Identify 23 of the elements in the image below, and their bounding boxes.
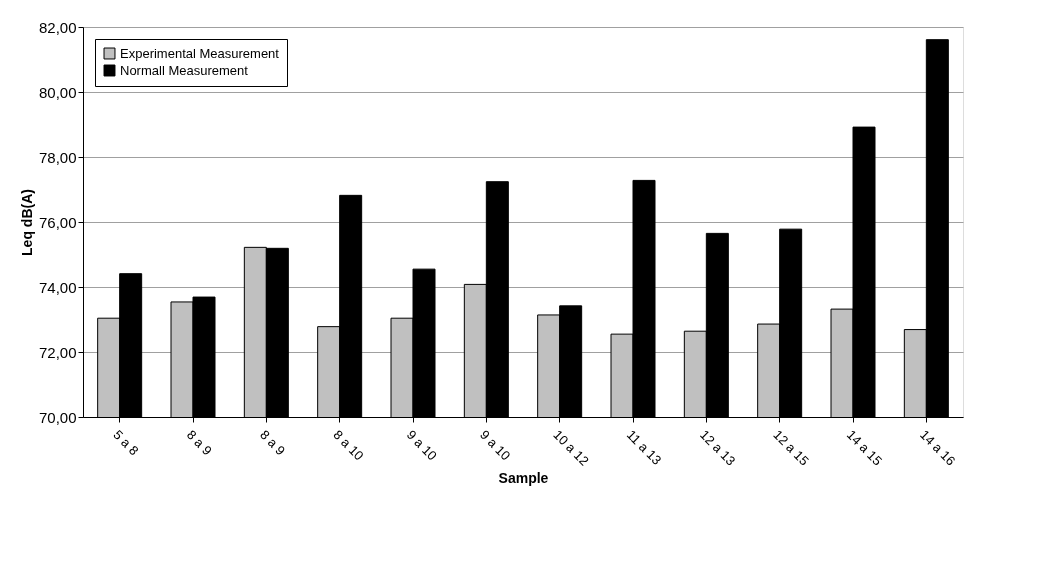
x-tick-label: 5 a 8 [110, 427, 142, 459]
y-tick-label: 72,00 [38, 343, 77, 361]
x-tick-label: 14 a 15 [843, 427, 886, 469]
x-tick-label: 12 a 13 [697, 427, 739, 469]
y-tick-label: 70,00 [38, 408, 77, 426]
legend-label: Normall Measurement [120, 62, 249, 78]
y-axis-title: Leq dB(A) [18, 189, 35, 256]
x-tick-label: 11 a 13 [623, 427, 665, 468]
y-tick-label: 74,00 [38, 278, 77, 296]
x-tick-label: 14 a 16 [917, 427, 959, 469]
legend-label: Experimental Measurement [120, 45, 280, 61]
y-tick-label: 82,00 [38, 18, 77, 36]
x-tick-label: 8 a 9 [257, 427, 289, 459]
x-tick-label: 8 a 9 [183, 427, 215, 459]
y-tick-label: 76,00 [38, 213, 77, 231]
x-tick-label: 9 a 10 [403, 427, 440, 464]
x-tick-label: 10 a 12 [550, 427, 592, 469]
y-tick-label: 78,00 [38, 148, 77, 166]
x-axis-title: Sample [498, 470, 549, 487]
x-tick-label: 8 a 10 [330, 427, 367, 464]
x-tick-label: 12 a 15 [770, 427, 812, 469]
x-tick-label: 9 a 10 [477, 427, 514, 464]
y-tick-label: 80,00 [38, 83, 77, 101]
